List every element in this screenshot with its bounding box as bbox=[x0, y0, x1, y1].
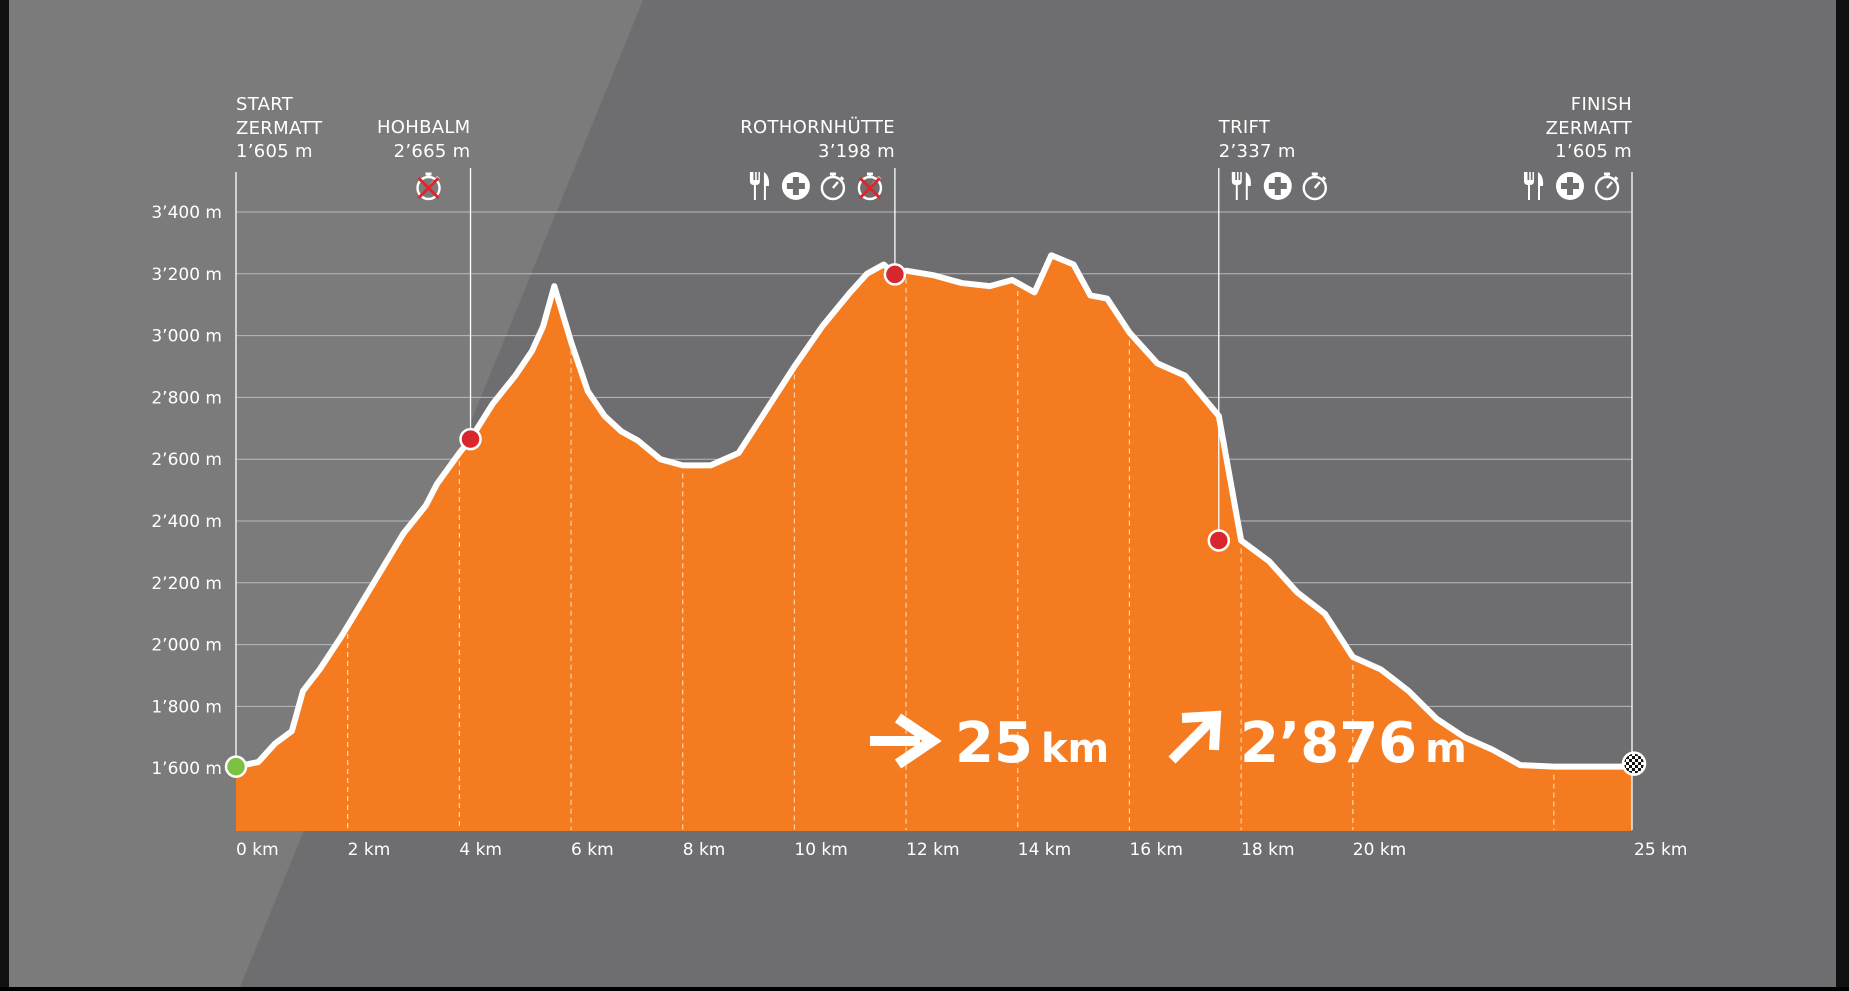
elevation-line bbox=[233, 252, 1635, 770]
checkpoint-name: FINISH bbox=[1571, 94, 1632, 115]
checkpoint-place: ZERMATT bbox=[236, 118, 323, 139]
checkpoint-elevation: 2’665 m bbox=[394, 141, 471, 162]
distance-arrow-icon bbox=[870, 713, 942, 769]
checkpoint-name: ROTHORNHÜTTE bbox=[740, 116, 895, 138]
y-tick-label: 3’200 m bbox=[151, 265, 222, 285]
checkpoint-marker bbox=[883, 263, 907, 286]
y-tick-label: 2’200 m bbox=[151, 574, 222, 594]
y-tick-label: 2’600 m bbox=[151, 450, 222, 470]
finish-marker bbox=[1621, 751, 1647, 776]
x-tick-label: 10 km bbox=[794, 840, 847, 860]
x-tick-label: 14 km bbox=[1018, 840, 1071, 860]
x-tick-label: 25 km bbox=[1634, 840, 1687, 860]
start-marker bbox=[224, 755, 248, 778]
checkpoint-elevation: 1’605 m bbox=[1555, 141, 1632, 162]
x-axis: 0 km 2 km 4 km 6 km 8 km 10 km 12 km 14 km 16 km… bbox=[236, 840, 1687, 860]
checkpoint-place: ZERMATT bbox=[1546, 118, 1633, 139]
medical-icon bbox=[1556, 172, 1584, 200]
distance-summary: 25 km bbox=[955, 711, 1109, 776]
checkpoint-name: START bbox=[236, 94, 294, 115]
y-tick-label: 3’400 m bbox=[151, 203, 222, 223]
y-axis: 1’600 m 1’800 m 2’000 m 2’200 m 2’400 m 2’600… bbox=[151, 203, 222, 779]
left-edge-shadow bbox=[0, 0, 9, 987]
x-tick-label: 18 km bbox=[1241, 840, 1294, 860]
medical-icon bbox=[1263, 172, 1292, 200]
y-tick-label: 3’000 m bbox=[151, 327, 222, 347]
x-tick-label: 2 km bbox=[348, 840, 391, 860]
ascent-value: 2’876 bbox=[1240, 711, 1417, 776]
y-tick-label: 2’800 m bbox=[151, 388, 222, 408]
distance-unit: km bbox=[1041, 726, 1109, 772]
medical-icon bbox=[781, 172, 810, 200]
profile-area bbox=[233, 252, 1635, 831]
checkpoint-elevation: 3’198 m bbox=[818, 141, 895, 162]
checkpoint-markers bbox=[224, 263, 1647, 778]
elevation-area bbox=[236, 255, 1632, 830]
checkpoint-marker bbox=[1207, 529, 1231, 552]
y-tick-label: 2’000 m bbox=[151, 636, 222, 656]
right-edge-shadow bbox=[1836, 0, 1849, 987]
x-tick-label: 12 km bbox=[906, 840, 959, 860]
checkpoint-lines bbox=[235, 168, 1633, 830]
ascent-arrow-icon bbox=[1168, 710, 1222, 764]
x-tick-label: 6 km bbox=[571, 840, 614, 860]
ascent-summary: 2’876 m bbox=[1240, 711, 1467, 776]
distance-value: 25 bbox=[955, 711, 1033, 776]
y-tick-label: 1’800 m bbox=[151, 697, 222, 717]
x-tick-label: 0 km bbox=[236, 840, 279, 860]
checkpoint-name: TRIFT bbox=[1218, 117, 1271, 138]
background-light-band bbox=[0, 0, 643, 987]
route-summary: 25 km 2’876 m bbox=[870, 710, 1467, 776]
y-tick-label: 2’400 m bbox=[151, 512, 222, 532]
checkpoint-marker bbox=[459, 427, 482, 451]
x-tick-label: 16 km bbox=[1129, 840, 1182, 860]
checkpoint-elevation: 1’605 m bbox=[236, 141, 313, 162]
x-tick-label: 4 km bbox=[459, 840, 502, 860]
ascent-unit: m bbox=[1425, 726, 1467, 772]
checkpoint-name: HOHBALM bbox=[377, 117, 471, 138]
checkpoint-elevation: 2’337 m bbox=[1219, 141, 1296, 162]
x-tick-label: 8 km bbox=[683, 840, 726, 860]
x-tick-label: 20 km bbox=[1353, 840, 1406, 860]
y-tick-label: 1’600 m bbox=[151, 759, 222, 779]
